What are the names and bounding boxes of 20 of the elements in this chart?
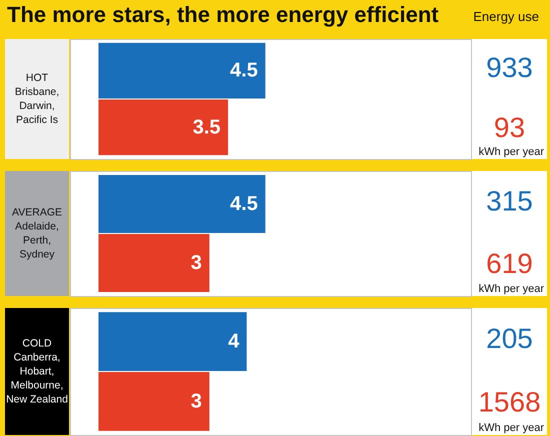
text: 1568	[478, 386, 541, 418]
text: 315	[486, 185, 533, 216]
text: 93	[494, 112, 526, 143]
text: 205	[486, 322, 533, 354]
y-axis-title: AVERAGE Adelaide, Perth, Sydney	[12, 206, 62, 260]
text: kWh per year	[478, 146, 544, 158]
text: 933	[486, 52, 533, 83]
text: kWh per year	[478, 283, 544, 295]
data-label: 4.5	[230, 60, 258, 82]
text: The more stars, the more energy efficient	[7, 2, 440, 27]
text: kWh per year	[478, 422, 544, 434]
text: 619	[486, 248, 533, 279]
y-axis-title: HOT Brisbane, Darwin, Pacific Is	[14, 72, 60, 126]
data-label: 4.5	[230, 193, 258, 216]
data-label: 3	[190, 390, 202, 412]
data-label: 3.5	[192, 116, 221, 138]
data-label: 3	[190, 252, 202, 274]
data-label: 4	[228, 330, 240, 353]
text: Energy use	[473, 9, 539, 24]
y-axis-title: COLD Canberra, Hobart, Melbourne, New Zealand	[6, 338, 68, 406]
